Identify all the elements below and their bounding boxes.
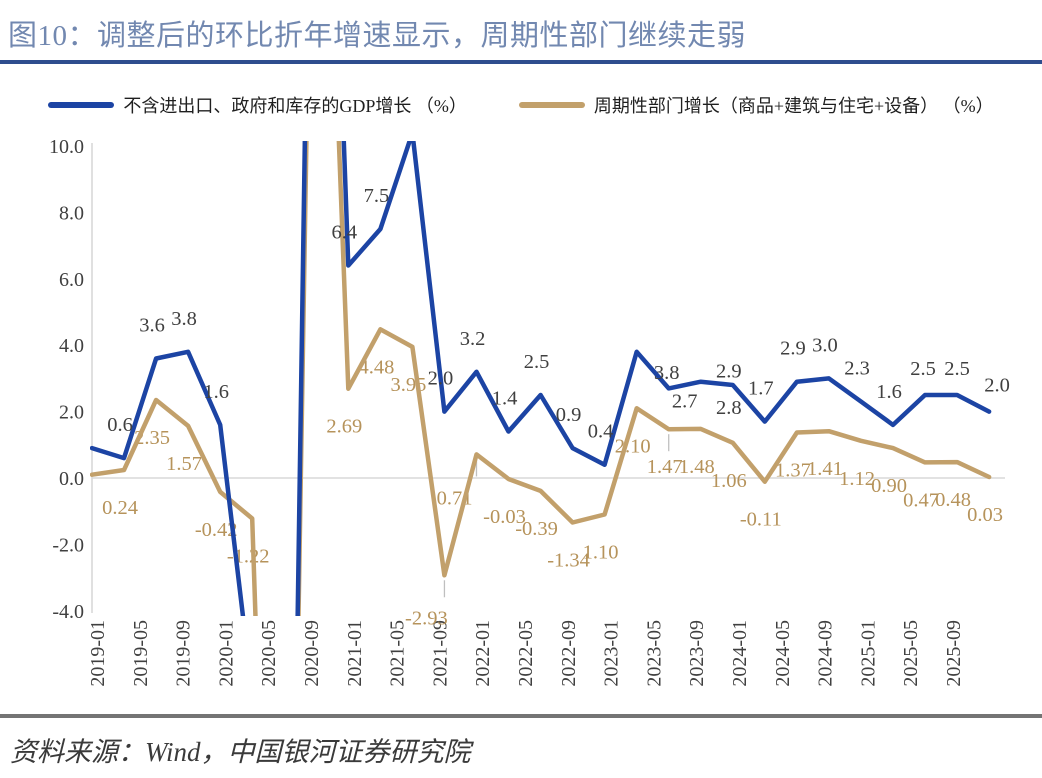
svg-text:2022-05: 2022-05 <box>515 620 537 687</box>
label-leader-lines <box>443 434 670 598</box>
legend-item-cyclical: 周期性部门增长（商品+建筑与住宅+设备） （%） <box>518 92 994 118</box>
svg-text:1.41: 1.41 <box>807 458 843 480</box>
svg-text:2023-05: 2023-05 <box>643 620 665 687</box>
svg-text:2022-09: 2022-09 <box>558 620 580 687</box>
chart-legend: 不含进出口、政府和库存的GDP增长 （%） 周期性部门增长（商品+建筑与住宅+设… <box>0 92 1042 118</box>
svg-text:-1.34: -1.34 <box>547 550 590 572</box>
legend-item-gdp: 不含进出口、政府和库存的GDP增长 （%） <box>48 92 467 118</box>
svg-text:0.6: 0.6 <box>107 414 133 436</box>
y-axis-labels: 10.0 8.0 6.0 4.0 2.0 0.0 -2.0 -4.0 <box>49 136 84 623</box>
svg-text:2024-05: 2024-05 <box>772 620 794 687</box>
svg-text:4.0: 4.0 <box>59 335 84 357</box>
data-labels-gdp: 0.6 3.6 3.8 1.6 6.4 7.5 2.0 3.2 1.4 2.5 0.9 0.4 3.8 2… <box>107 185 1010 443</box>
svg-text:2.5: 2.5 <box>944 358 970 380</box>
svg-text:-4.0: -4.0 <box>52 601 84 623</box>
svg-text:1.6: 1.6 <box>203 381 229 403</box>
svg-text:2023-01: 2023-01 <box>601 620 623 687</box>
svg-text:2020-09: 2020-09 <box>301 620 323 687</box>
svg-text:2.69: 2.69 <box>326 416 362 438</box>
svg-text:2024-01: 2024-01 <box>729 620 751 687</box>
svg-text:1.06: 1.06 <box>711 470 747 492</box>
svg-text:2020-01: 2020-01 <box>215 620 237 687</box>
svg-text:10.0: 10.0 <box>49 136 84 158</box>
svg-text:2022-01: 2022-01 <box>472 620 494 687</box>
svg-text:3.8: 3.8 <box>654 362 680 384</box>
svg-text:2025-05: 2025-05 <box>900 620 922 687</box>
svg-text:3.8: 3.8 <box>171 308 197 330</box>
data-labels-cyclical: 0.242.351.57-0.42-1.222.694.483.95-2.930… <box>102 356 1003 629</box>
footer-separator-rule <box>0 714 1042 718</box>
svg-text:2021-09: 2021-09 <box>429 620 451 687</box>
svg-text:2.0: 2.0 <box>984 375 1010 397</box>
svg-text:2019-09: 2019-09 <box>173 620 195 687</box>
svg-text:0.90: 0.90 <box>871 475 907 497</box>
legend-label-gdp: 不含进出口、政府和库存的GDP增长 （%） <box>123 96 467 116</box>
page-title: 图10：调整后的环比折年增速显示，周期性部门继续走弱 <box>8 20 747 52</box>
svg-text:0.48: 0.48 <box>935 489 971 511</box>
svg-text:2.0: 2.0 <box>59 402 84 424</box>
svg-text:0.4: 0.4 <box>588 421 614 443</box>
svg-text:2.7: 2.7 <box>672 390 698 412</box>
svg-text:2021-01: 2021-01 <box>344 620 366 687</box>
svg-text:6.4: 6.4 <box>331 222 357 244</box>
svg-text:3.6: 3.6 <box>139 315 165 337</box>
svg-text:2.0: 2.0 <box>428 368 454 390</box>
svg-text:2.5: 2.5 <box>524 351 550 373</box>
svg-text:1.12: 1.12 <box>839 468 875 490</box>
legend-swatch-cyclical <box>518 102 585 108</box>
svg-text:6.0: 6.0 <box>59 269 84 291</box>
legend-label-cyclical: 周期性部门增长（商品+建筑与住宅+设备） （%） <box>593 96 994 116</box>
series-line-cyclical <box>90 141 992 616</box>
svg-text:2019-01: 2019-01 <box>87 620 109 687</box>
svg-text:1.37: 1.37 <box>775 460 811 482</box>
svg-text:-0.03: -0.03 <box>483 506 526 528</box>
svg-text:2.9: 2.9 <box>716 361 742 383</box>
svg-text:-0.39: -0.39 <box>515 518 558 540</box>
svg-text:-2.93: -2.93 <box>405 607 448 629</box>
svg-text:2020-05: 2020-05 <box>258 620 280 687</box>
source-note: 资料来源：Wind，中国银河证券研究院 <box>10 737 471 767</box>
svg-text:1.47: 1.47 <box>647 456 683 478</box>
svg-text:0.03: 0.03 <box>967 504 1003 526</box>
svg-text:-0.42: -0.42 <box>195 519 238 541</box>
svg-text:1.48: 1.48 <box>679 456 715 478</box>
svg-text:0.0: 0.0 <box>59 468 84 490</box>
svg-text:2.8: 2.8 <box>716 397 742 419</box>
svg-text:0.47: 0.47 <box>903 489 939 511</box>
svg-text:2025-09: 2025-09 <box>943 620 965 687</box>
svg-text:1.57: 1.57 <box>166 453 202 475</box>
x-axis-labels: 2019-01 2019-05 2019-09 2020-01 2020-05 2020-… <box>87 620 965 687</box>
axes <box>91 143 1005 613</box>
svg-text:2023-09: 2023-09 <box>686 620 708 687</box>
svg-text:2.9: 2.9 <box>780 338 806 360</box>
svg-text:2024-09: 2024-09 <box>815 620 837 687</box>
svg-text:8.0: 8.0 <box>59 202 84 224</box>
svg-text:-0.11: -0.11 <box>740 509 782 531</box>
svg-text:1.4: 1.4 <box>492 388 518 410</box>
title-underline-rule <box>0 60 1042 64</box>
svg-text:2021-05: 2021-05 <box>387 620 409 687</box>
svg-text:1.7: 1.7 <box>748 378 774 400</box>
series-line-gdp <box>90 141 992 616</box>
svg-text:2.10: 2.10 <box>615 435 651 457</box>
svg-text:3.0: 3.0 <box>812 334 838 356</box>
svg-text:2019-05: 2019-05 <box>130 620 152 687</box>
svg-text:1.6: 1.6 <box>876 381 902 403</box>
svg-text:0.24: 0.24 <box>102 497 138 519</box>
svg-text:3.2: 3.2 <box>460 328 486 350</box>
svg-text:7.5: 7.5 <box>364 185 390 207</box>
legend-swatch-gdp <box>48 102 115 108</box>
svg-text:0.9: 0.9 <box>556 404 582 426</box>
svg-text:1.10: 1.10 <box>583 542 619 564</box>
svg-text:2025-01: 2025-01 <box>857 620 879 687</box>
svg-text:-2.0: -2.0 <box>52 534 84 556</box>
svg-text:2.5: 2.5 <box>910 358 936 380</box>
svg-text:4.48: 4.48 <box>358 356 394 378</box>
svg-text:2.3: 2.3 <box>844 358 870 380</box>
